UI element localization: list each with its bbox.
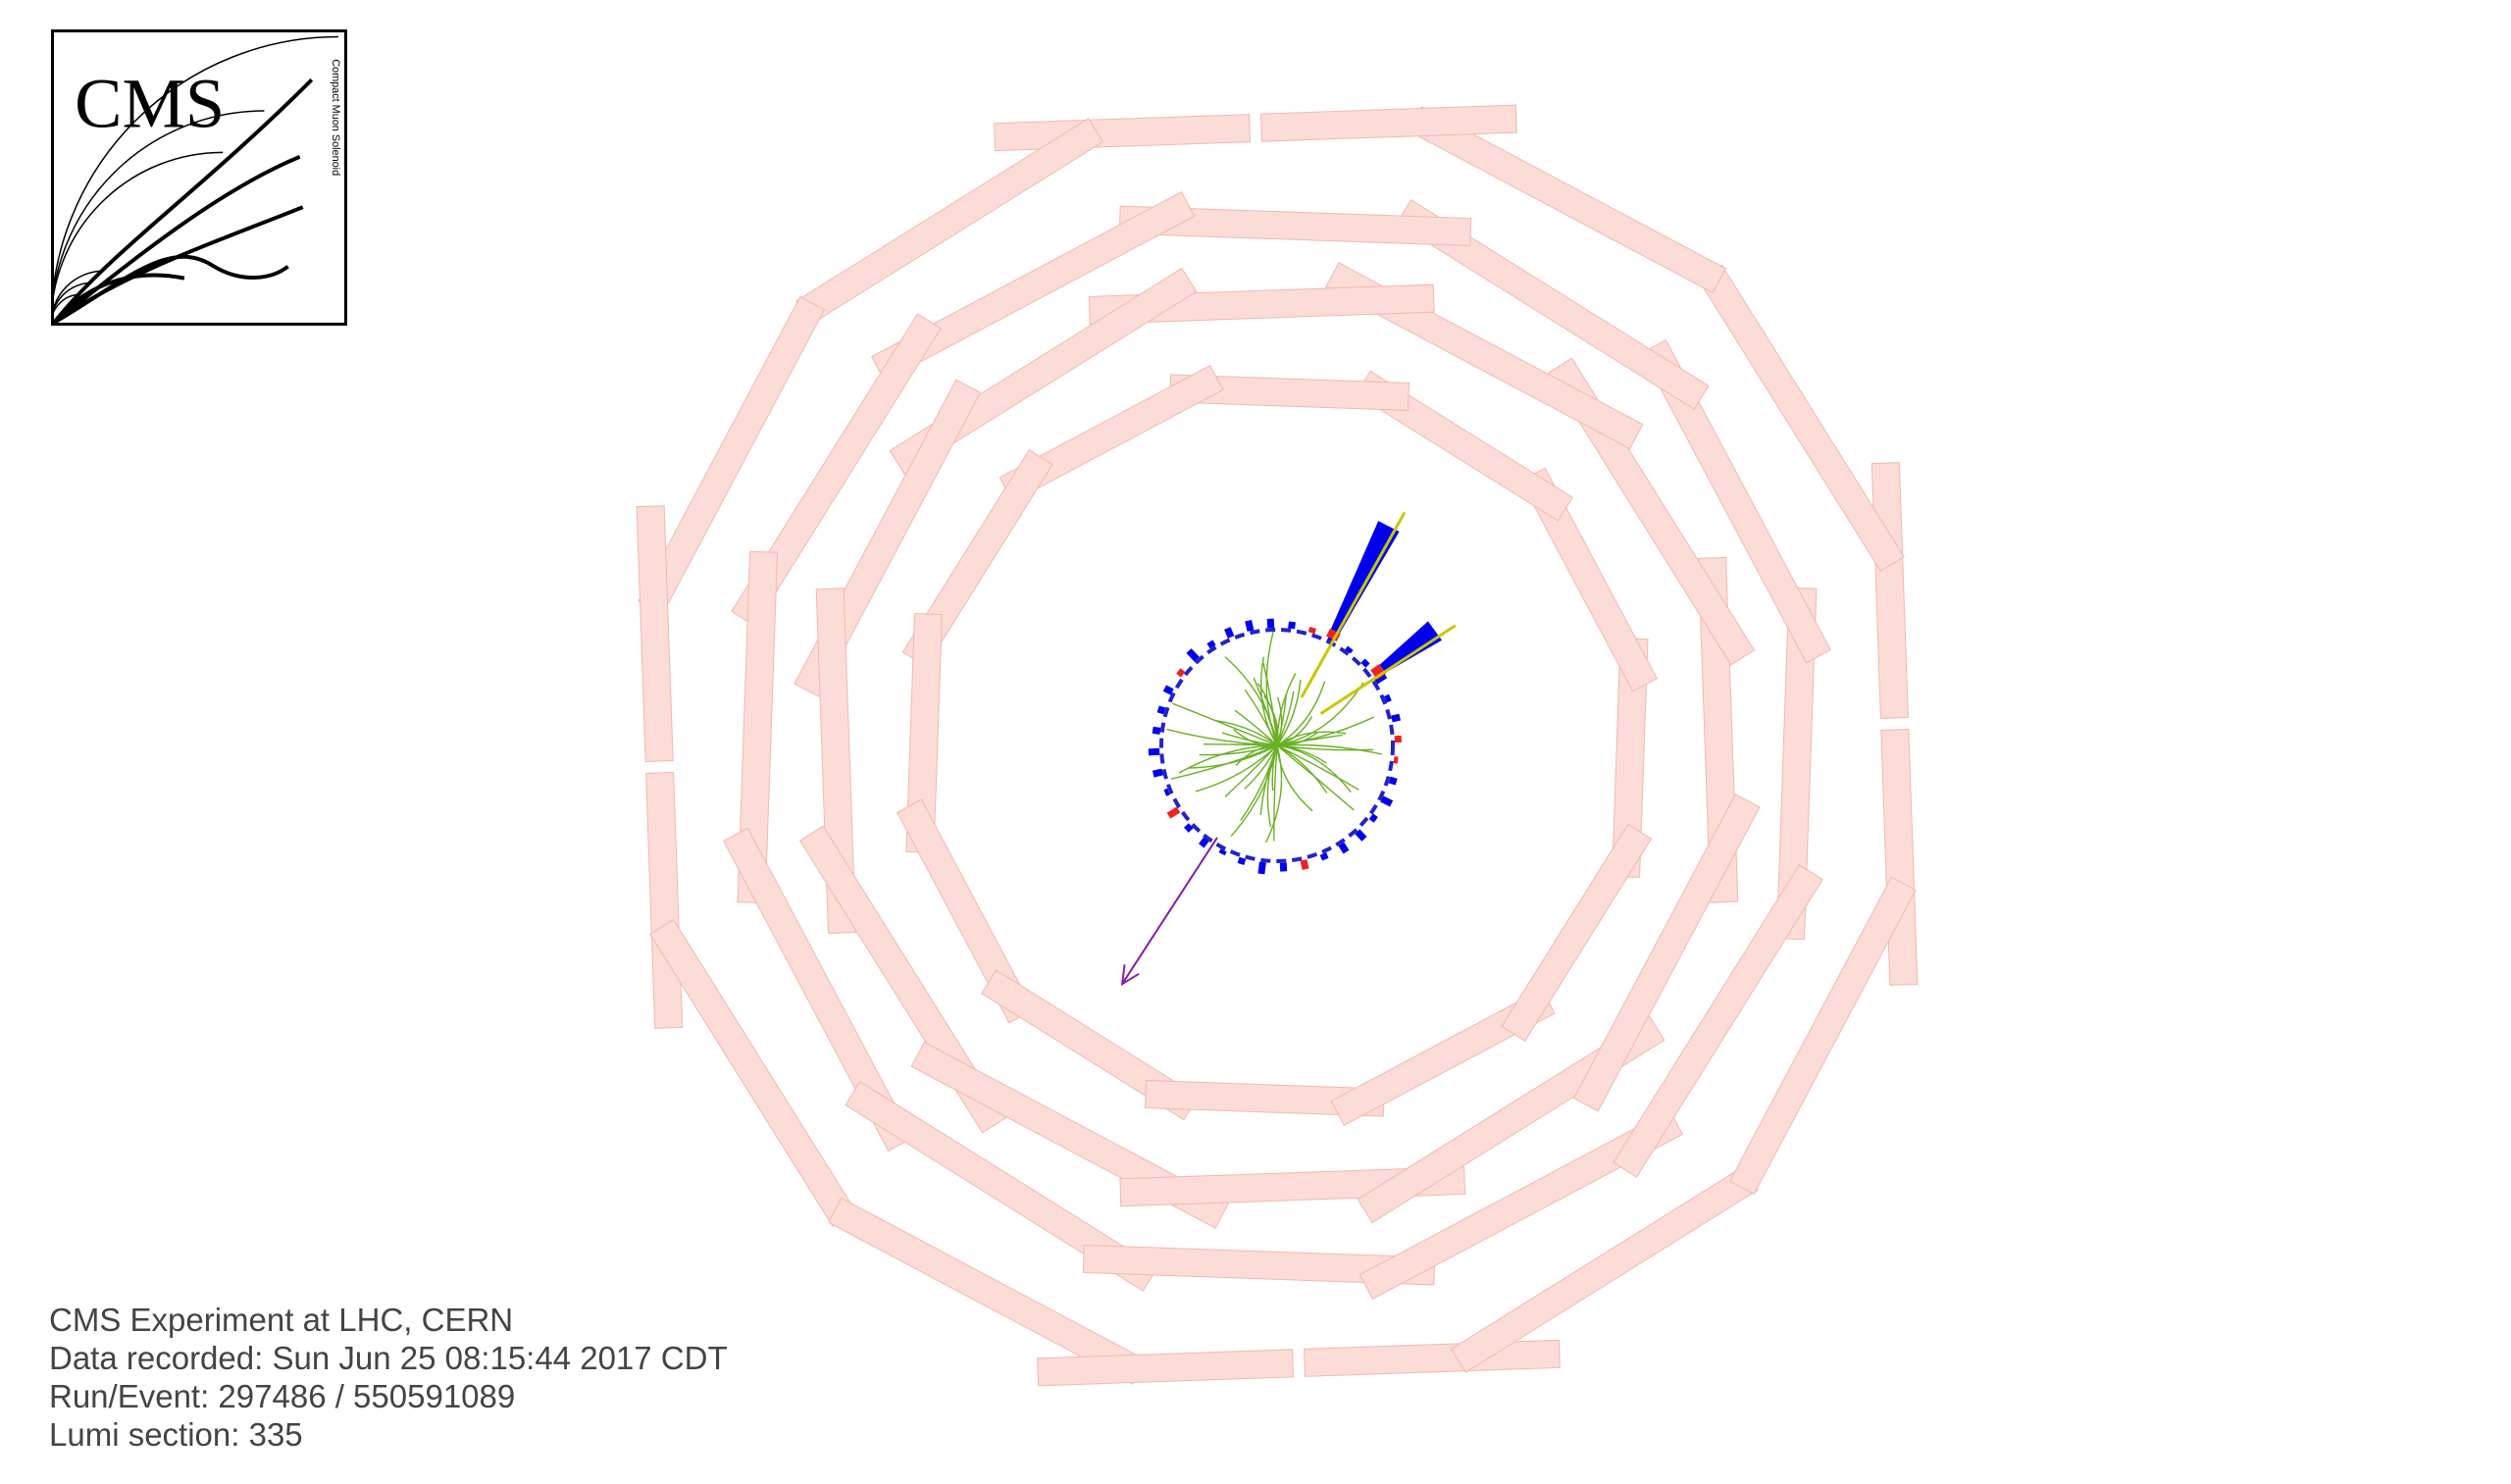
calo-tower	[1169, 809, 1179, 815]
calo-tower	[1323, 854, 1325, 860]
calo-tower	[1165, 792, 1169, 793]
met-line	[1122, 838, 1217, 984]
calo-tower	[1209, 641, 1212, 646]
lumi-section: Lumi section: 335	[49, 1415, 728, 1454]
cms-logo: CMS Compact Muon Solenoid	[51, 29, 347, 326]
track	[1172, 703, 1277, 745]
calo-tower	[1292, 622, 1293, 629]
run-event: Run/Event: 297486 / 550591089	[49, 1377, 728, 1415]
muon-chamber-ring4-10-1	[1305, 1340, 1561, 1376]
experiment-label: CMS Experiment at LHC, CERN	[49, 1301, 728, 1339]
calo-tower	[1241, 858, 1243, 864]
calo-tower	[1390, 780, 1397, 782]
calo-tower	[1371, 816, 1376, 820]
calo-tower	[1149, 751, 1159, 752]
logo-title: CMS	[75, 64, 225, 143]
calo-tower	[1304, 860, 1306, 869]
recorded-date: Data recorded: Sun Jun 25 08:15:44 2017 …	[49, 1339, 728, 1377]
muon-chamber-ring4-5-1	[796, 119, 1103, 325]
calo-tower	[1363, 661, 1367, 665]
track	[1235, 710, 1277, 745]
cms-logo-graphic: CMS Compact Muon Solenoid	[51, 29, 347, 326]
calo-tower	[1341, 844, 1346, 852]
calo-tower	[1261, 862, 1263, 874]
logo-subtitle: Compact Muon Solenoid	[330, 59, 341, 176]
muon-chamber-ring4-4-1	[995, 115, 1251, 151]
calo-tower	[1222, 850, 1224, 854]
calo-tower	[1153, 772, 1162, 774]
muon-chamber-ring4-7-2	[637, 506, 673, 762]
muon-chamber-ring4-1-1	[1871, 463, 1908, 719]
muon-chamber-ring4-2-1	[1698, 265, 1904, 572]
calo-tower	[1311, 628, 1313, 633]
muon-chamber-ring4-11-1	[1452, 1166, 1759, 1372]
muon-chamber-ring4-12-1	[1730, 877, 1917, 1194]
calo-tower	[1348, 648, 1351, 652]
muon-chamber-ring4-10-2	[1038, 1350, 1294, 1386]
calo-tower	[1249, 621, 1251, 631]
calo-tower	[1186, 826, 1191, 831]
calo-tower	[1394, 760, 1398, 761]
calo-tower	[1392, 717, 1400, 719]
missing-et-arrow	[1122, 838, 1217, 984]
event-info: CMS Experiment at LHC, CERN Data recorde…	[49, 1301, 728, 1454]
calo-tower	[1158, 709, 1165, 711]
muon-chamber-ring4-1-2	[1881, 730, 1918, 986]
calo-tower	[1202, 840, 1206, 846]
calo-tower	[1386, 697, 1391, 699]
muon-chamber-ring2-12-1	[1574, 794, 1761, 1111]
muon-chamber-ring4-4-2	[1261, 105, 1517, 141]
calo-tower	[1270, 619, 1271, 628]
muon-chamber-ring4-8-1	[650, 920, 856, 1227]
calo-tower	[1358, 832, 1364, 840]
calo-tower	[1164, 689, 1172, 692]
jet-2-hcal	[1380, 621, 1442, 673]
calo-tower	[1382, 799, 1392, 804]
track	[1225, 657, 1277, 746]
muon-chamber-ring4-7-1	[646, 773, 683, 1029]
calo-tower	[1227, 629, 1231, 638]
calo-tower	[1189, 651, 1197, 660]
calo-tower	[1178, 671, 1183, 675]
calo-tower	[1153, 730, 1160, 731]
